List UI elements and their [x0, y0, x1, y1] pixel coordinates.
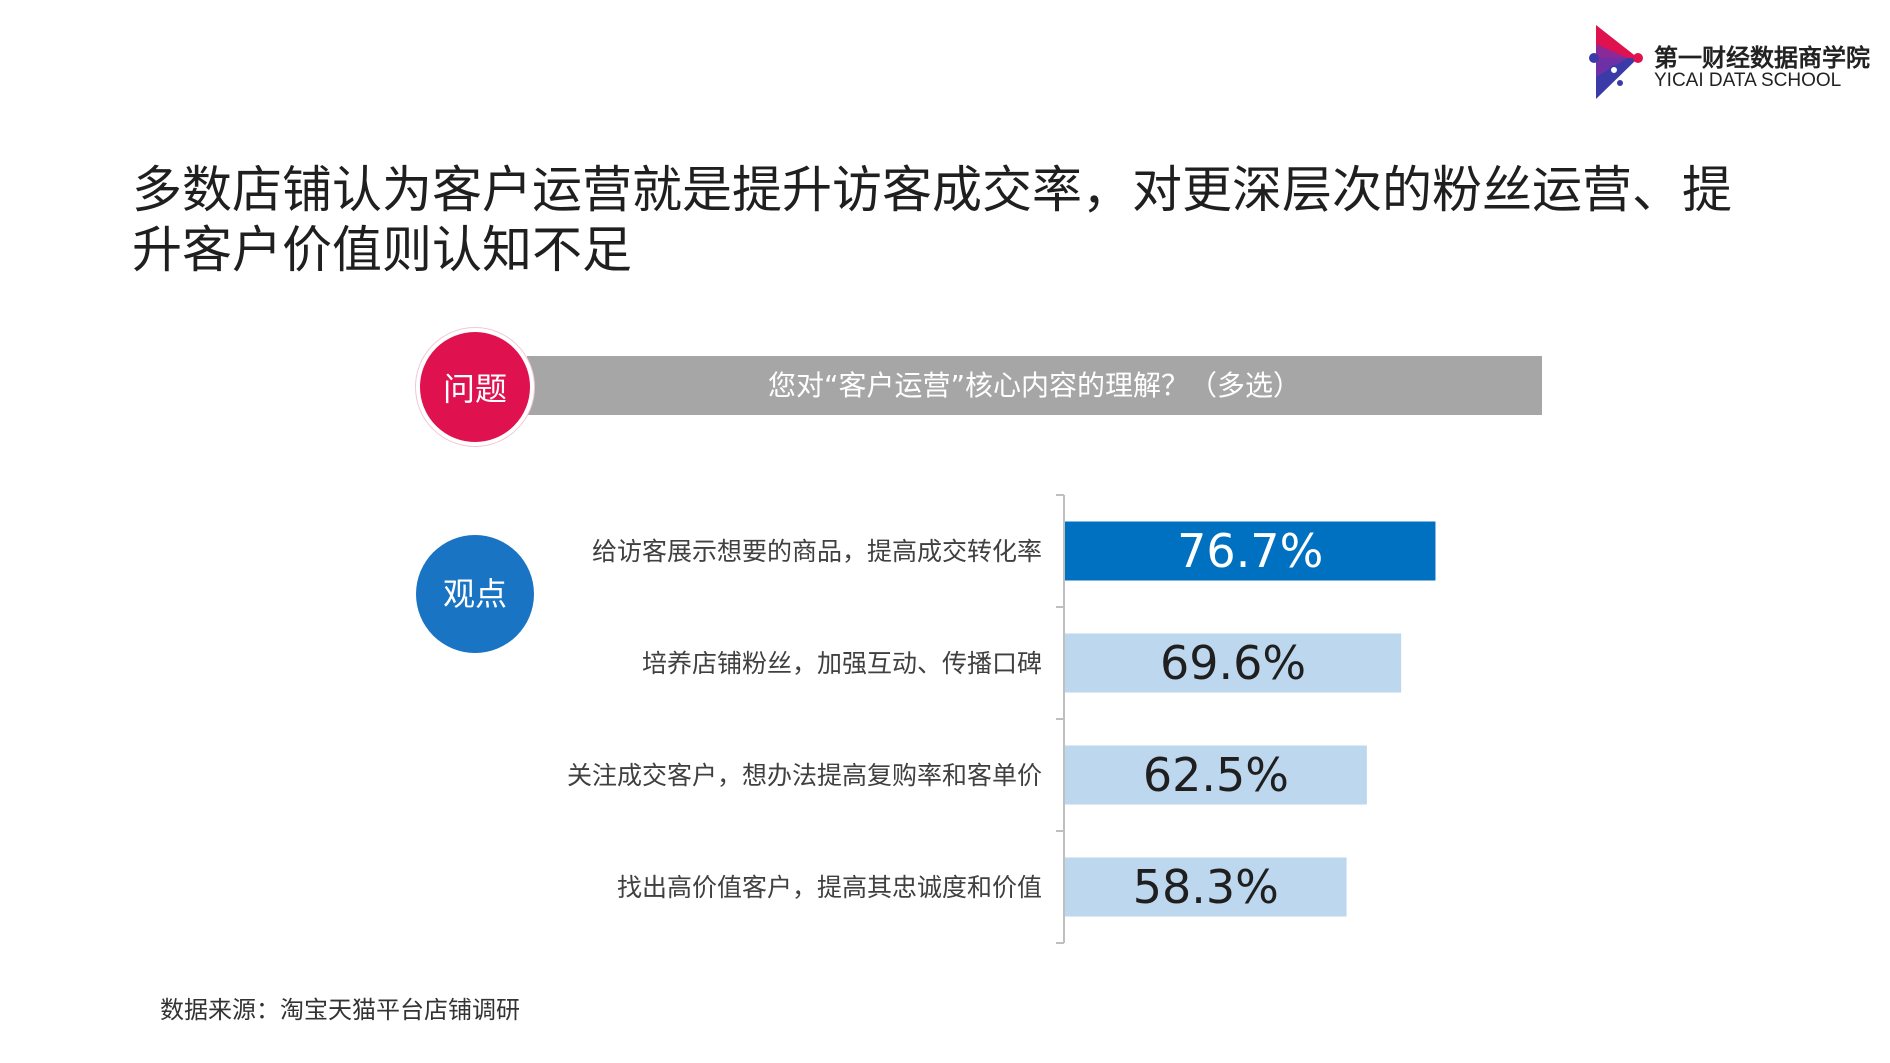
bar-value-label: 58.3% [1133, 860, 1279, 914]
bar [1065, 633, 1402, 693]
category-label: 培养店铺粉丝，加强互动、传播口碑 [642, 649, 1042, 678]
bar [1065, 857, 1347, 917]
bar-value-label: 76.7% [1177, 524, 1323, 578]
logo-mark-icon [1589, 25, 1643, 99]
bar [1065, 521, 1436, 581]
category-label: 关注成交客户，想办法提高复购率和客单价 [567, 761, 1042, 790]
page-title: 多数店铺认为客户运营就是提升访客成交率，对更深层次的粉丝运营、提升客户价值则认知… [132, 161, 1732, 279]
data-source: 数据来源：淘宝天猫平台店铺调研 [160, 996, 520, 1024]
viewpoint-badge: 观点 [416, 535, 534, 653]
category-label: 给访客展示想要的商品，提高成交转化率 [592, 537, 1042, 566]
bar-value-label: 69.6% [1160, 636, 1306, 690]
logo-name-cn: 第一财经数据商学院 [1654, 44, 1870, 72]
bar [1065, 745, 1367, 805]
question-banner [527, 356, 1542, 415]
logo-name-en: YICAI DATA SCHOOL [1654, 70, 1842, 91]
question-badge: 问题 [416, 328, 534, 446]
bar-value-label: 62.5% [1143, 748, 1289, 802]
question-text: 您对“客户运营”核心内容的理解？（多选） [767, 369, 1301, 402]
category-label: 找出高价值客户，提高其忠诚度和价值 [617, 873, 1042, 902]
logo: 第一财经数据商学院 YICAI DATA SCHOOL [1588, 22, 1873, 102]
